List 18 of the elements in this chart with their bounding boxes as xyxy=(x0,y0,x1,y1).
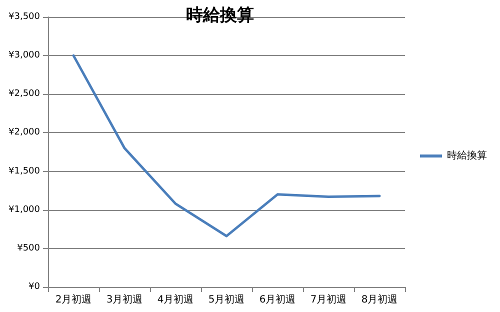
x-tick-label: 3月初週 xyxy=(106,294,143,306)
x-tick-label: 5月初週 xyxy=(208,294,245,306)
y-tick-label: ¥3,500 xyxy=(8,12,40,22)
y-tick-label: ¥1,000 xyxy=(8,204,40,215)
x-tick-label: 4月初週 xyxy=(157,294,194,306)
y-tick-label: ¥0 xyxy=(28,282,40,292)
x-tick-label: 2月初週 xyxy=(55,294,92,306)
x-tick-label: 8月初週 xyxy=(361,294,398,306)
legend-label: 時給換算 xyxy=(447,150,487,162)
y-tick-label: ¥2,500 xyxy=(8,89,40,100)
y-tick-label: ¥2,000 xyxy=(8,128,40,138)
chart-title: 時給換算 xyxy=(186,6,254,26)
line-series xyxy=(72,54,381,238)
x-tick-label: 7月初週 xyxy=(310,294,347,306)
y-tick-label: ¥3,000 xyxy=(8,50,40,61)
y-tick-label: ¥500 xyxy=(17,243,40,254)
x-tick-label: 6月初週 xyxy=(259,294,296,306)
y-tick-label: ¥1,500 xyxy=(8,166,40,176)
